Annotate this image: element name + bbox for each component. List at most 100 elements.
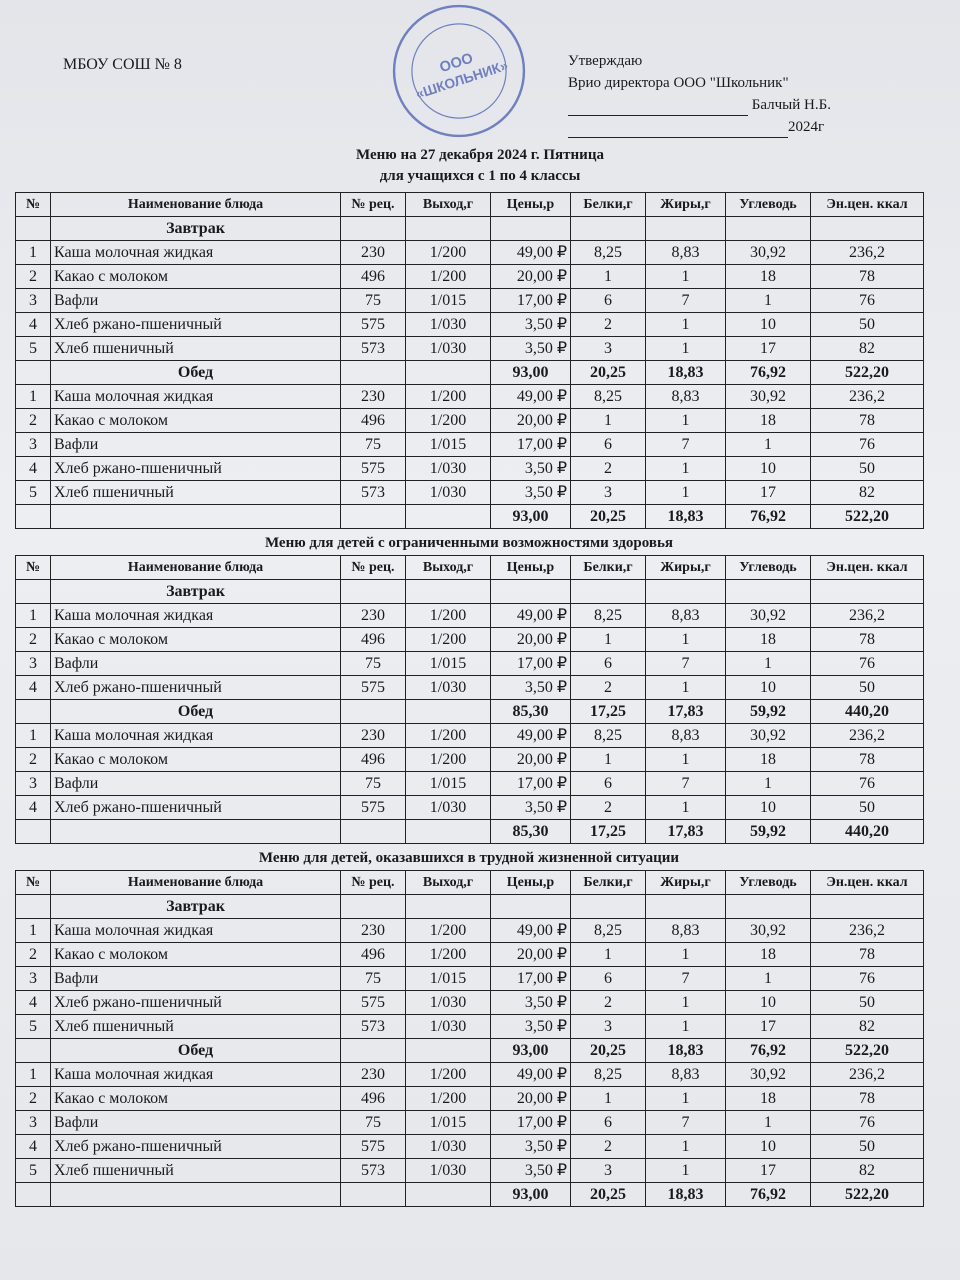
table-cell: 30,92 bbox=[725, 1062, 811, 1087]
table-cell: 230 bbox=[340, 723, 406, 748]
table-cell: 76 bbox=[810, 966, 924, 991]
table-cell: 496 bbox=[340, 942, 406, 967]
column-header: Наименование блюда bbox=[50, 192, 341, 217]
table-cell: 76 bbox=[810, 432, 924, 457]
table-cell: 6 bbox=[570, 1110, 646, 1135]
table-cell: 1/200 bbox=[405, 918, 491, 943]
table-cell: 10 bbox=[725, 795, 811, 820]
table-cell: 2 bbox=[570, 675, 646, 700]
empty-cell bbox=[15, 699, 51, 724]
table-cell: Хлеб пшеничный bbox=[50, 1014, 341, 1039]
table-cell: 50 bbox=[810, 1134, 924, 1159]
table-cell: 8,25 bbox=[570, 723, 646, 748]
column-header: Цены,р bbox=[490, 192, 571, 217]
table-cell: 573 bbox=[340, 480, 406, 505]
meal-label: Обед bbox=[50, 360, 341, 385]
table-cell: Каша молочная жидкая bbox=[50, 384, 341, 409]
empty-cell bbox=[725, 579, 811, 604]
table-cell: 50 bbox=[810, 456, 924, 481]
table-cell: 20,00 ₽ bbox=[490, 1086, 571, 1111]
column-header: Цены,р bbox=[490, 870, 571, 895]
table-cell: Какао с молоком bbox=[50, 627, 341, 652]
table-cell: 1/200 bbox=[405, 264, 491, 289]
empty-cell bbox=[405, 360, 491, 385]
table-cell: 49,00 ₽ bbox=[490, 240, 571, 265]
empty-cell bbox=[405, 819, 491, 844]
empty-cell bbox=[15, 504, 51, 529]
table-cell: 1 bbox=[645, 1158, 726, 1183]
total-cell: 85,30 bbox=[490, 819, 571, 844]
table-cell: 1/030 bbox=[405, 456, 491, 481]
table-cell: 5 bbox=[15, 1158, 51, 1183]
approver-title: Врио директора ООО "Школьник" bbox=[568, 75, 789, 91]
table-cell: 2 bbox=[15, 747, 51, 772]
table-cell: 8,83 bbox=[645, 918, 726, 943]
table-cell: 30,92 bbox=[725, 384, 811, 409]
table-cell: 78 bbox=[810, 408, 924, 433]
table-cell: 8,25 bbox=[570, 1062, 646, 1087]
table-cell: 17,00 ₽ bbox=[490, 966, 571, 991]
empty-cell bbox=[15, 579, 51, 604]
total-cell: 59,92 bbox=[725, 699, 811, 724]
total-cell: 18,83 bbox=[645, 504, 726, 529]
meal-label: Завтрак bbox=[50, 579, 341, 604]
header-row: № Наименование блюда № рец. Выход,г Цены,р Бе… bbox=[15, 870, 924, 895]
table-cell: 50 bbox=[810, 312, 924, 337]
table-row: 1 Каша молочная жидкая 230 1/200 49,00 ₽8,25… bbox=[15, 384, 924, 409]
table-cell: 75 bbox=[340, 432, 406, 457]
meal-label bbox=[50, 504, 341, 529]
table-cell: 496 bbox=[340, 627, 406, 652]
meal-row: 85,30 17,25 17,83 59,92 440,20 bbox=[15, 819, 924, 844]
table-cell: Хлеб ржано-пшеничный bbox=[50, 675, 341, 700]
empty-cell bbox=[340, 894, 406, 919]
table-cell: 6 bbox=[570, 288, 646, 313]
empty-cell bbox=[405, 699, 491, 724]
table-cell: 236,2 bbox=[810, 723, 924, 748]
table-cell: 1 bbox=[645, 1134, 726, 1159]
table-cell: 575 bbox=[340, 675, 406, 700]
empty-cell bbox=[645, 894, 726, 919]
empty-cell bbox=[340, 216, 406, 241]
table-cell: Каша молочная жидкая bbox=[50, 240, 341, 265]
total-cell: 17,83 bbox=[645, 699, 726, 724]
total-cell: 76,92 bbox=[725, 504, 811, 529]
table-row: 1 Каша молочная жидкая 230 1/200 49,00 ₽8,25… bbox=[15, 918, 924, 943]
table-cell: 2 bbox=[570, 990, 646, 1015]
table-cell: 2 bbox=[15, 627, 51, 652]
table-cell: 3,50 ₽ bbox=[490, 336, 571, 361]
table-cell: 17 bbox=[725, 480, 811, 505]
table-cell: Хлеб пшеничный bbox=[50, 1158, 341, 1183]
table-cell: 5 bbox=[15, 1014, 51, 1039]
table-cell: 18 bbox=[725, 408, 811, 433]
table-cell: 20,00 ₽ bbox=[490, 747, 571, 772]
table-cell: 8,25 bbox=[570, 240, 646, 265]
table-cell: 7 bbox=[645, 651, 726, 676]
table-cell: Хлеб ржано-пшеничный bbox=[50, 1134, 341, 1159]
column-header: Наименование блюда bbox=[50, 555, 341, 580]
table-cell: 236,2 bbox=[810, 384, 924, 409]
menu-table: № Наименование блюда № рец. Выход,г Цены,р Бе… bbox=[15, 870, 924, 1207]
header-row: № Наименование блюда № рец. Выход,г Цены,р Бе… bbox=[15, 192, 924, 217]
table-cell: Какао с молоком bbox=[50, 1086, 341, 1111]
table-cell: 7 bbox=[645, 966, 726, 991]
table-row: 2 Какао с молоком 496 1/200 20,00 ₽1 1 18 78 bbox=[15, 408, 924, 433]
empty-cell bbox=[810, 894, 924, 919]
table-cell: 3,50 ₽ bbox=[490, 1158, 571, 1183]
table-row: 5 Хлеб пшеничный 573 1/030 3,50 ₽3 1 17 82 bbox=[15, 480, 924, 505]
table-cell: Каша молочная жидкая bbox=[50, 918, 341, 943]
table-cell: 17,00 ₽ bbox=[490, 771, 571, 796]
empty-cell bbox=[340, 504, 406, 529]
empty-cell bbox=[810, 216, 924, 241]
table-cell: 575 bbox=[340, 990, 406, 1015]
column-header: Выход,г bbox=[405, 870, 491, 895]
total-cell: 17,83 bbox=[645, 819, 726, 844]
column-header: Эн.цен. ккал bbox=[810, 555, 924, 580]
empty-cell bbox=[15, 894, 51, 919]
table-cell: 1 bbox=[645, 480, 726, 505]
column-header: Жиры,г bbox=[645, 192, 726, 217]
table-cell: Хлеб пшеничный bbox=[50, 336, 341, 361]
table-cell: 1/200 bbox=[405, 723, 491, 748]
table-cell: 18 bbox=[725, 627, 811, 652]
table-cell: 75 bbox=[340, 1110, 406, 1135]
